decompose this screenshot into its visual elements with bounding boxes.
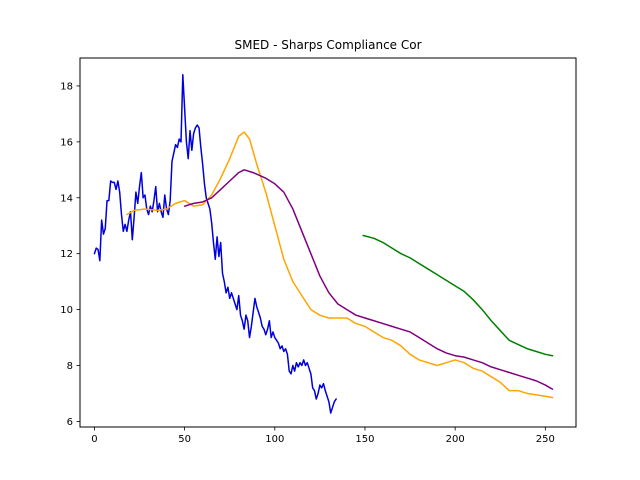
series-line-1 <box>126 131 554 399</box>
plot-frame <box>79 57 577 428</box>
series-line-2 <box>183 169 554 391</box>
x-tick-label: 100 <box>265 434 284 445</box>
y-tick-label: 12 <box>60 249 73 260</box>
y-tick-label: 18 <box>60 81 73 92</box>
x-tick-label: 0 <box>91 434 97 445</box>
y-tick-label: 8 <box>67 361 73 372</box>
x-tick-label: 250 <box>536 434 555 445</box>
x-axis: 0 50 100 150 200 250 <box>91 427 555 445</box>
x-tick-label: 200 <box>446 434 465 445</box>
plot-lines <box>93 74 554 414</box>
y-tick-label: 10 <box>60 305 73 316</box>
y-tick-label: 16 <box>60 137 73 148</box>
x-tick-label: 150 <box>355 434 374 445</box>
chart-title: SMED - Sharps Compliance Cor <box>234 38 421 52</box>
x-tick-label: 50 <box>178 434 191 445</box>
series-line-3 <box>362 234 554 357</box>
y-tick-label: 14 <box>60 193 73 204</box>
y-axis: 6 8 10 12 14 16 18 <box>60 81 80 428</box>
y-tick-label: 6 <box>67 417 73 428</box>
series-line-0 <box>93 74 337 414</box>
